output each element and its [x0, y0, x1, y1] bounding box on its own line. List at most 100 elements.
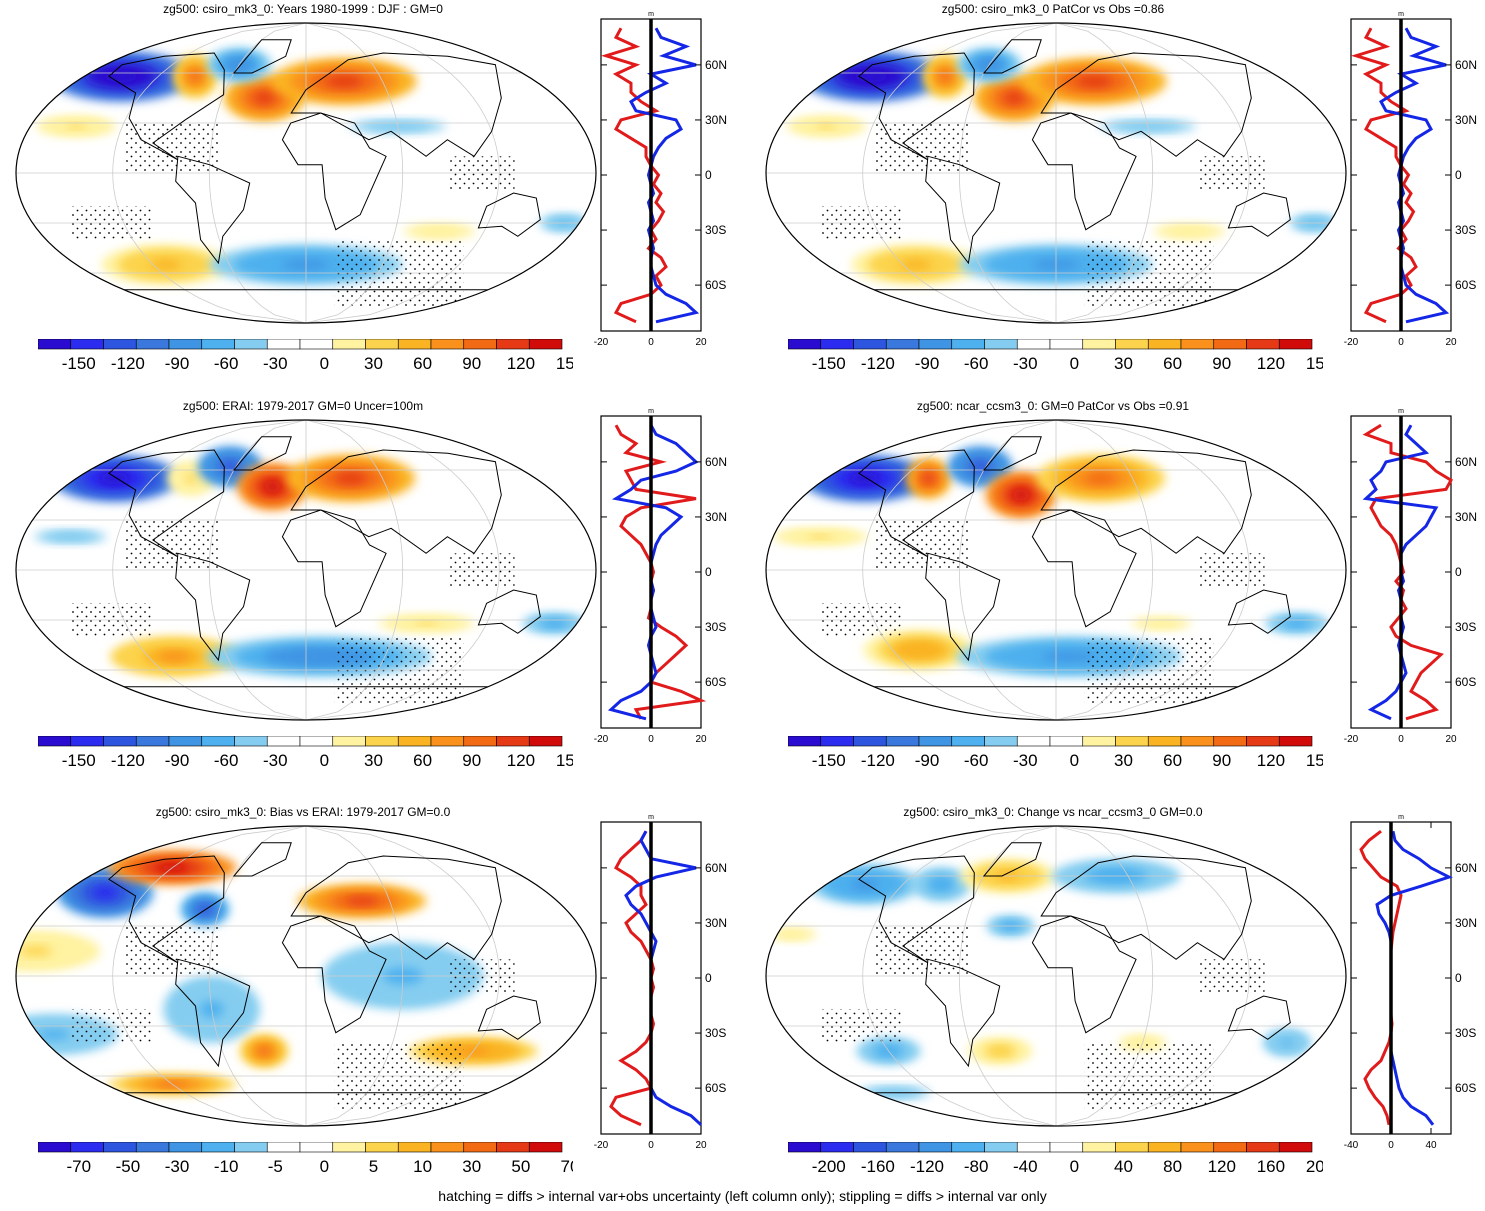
coastline-3: [1031, 112, 1137, 231]
panel-title: zg500: csiro_mk3_0: Years 1980-1999 : DJ…: [163, 2, 443, 16]
gridline-lon: [305, 23, 404, 323]
colorbar-label: 150: [556, 751, 573, 770]
coastline-2: [290, 855, 502, 960]
gridline-lon: [1055, 23, 1154, 323]
colorbar-swatch: [266, 1142, 301, 1153]
colorbar-swatch: [496, 1142, 530, 1153]
colorbar-label: 70: [561, 1157, 573, 1176]
anomaly-contour-3-3: [263, 480, 282, 493]
colorbar-label: 0: [1070, 751, 1079, 770]
colorbar-label: 50: [511, 1157, 530, 1176]
colorbar: -150 -120 -90 -60 -30 0 30 60 90 120 150: [38, 339, 573, 373]
panel-3: zg500: ERAI: 1979-2017 GM=0 Uncer=100m m 6…: [8, 399, 750, 802]
colorbar-swatch: [332, 1142, 366, 1153]
profile-unit: m: [648, 408, 654, 415]
coastline-1: [925, 155, 1001, 265]
colorbar-swatch: [299, 1142, 334, 1153]
anomaly-contour-7-3: [1040, 651, 1098, 662]
colorbar-swatch: [951, 1142, 985, 1153]
lat-tick-label: 30S: [705, 223, 726, 237]
colorbar-swatch: [430, 1142, 465, 1153]
coastline-3: [1031, 915, 1137, 1034]
gridline-lon: [305, 826, 404, 1126]
colorbar-label: -120: [111, 354, 145, 373]
anomaly-contour-8-3: [546, 620, 563, 626]
colorbar-swatch: [853, 339, 887, 350]
colorbar-swatch: [984, 339, 1018, 350]
colorbar-swatch: [1213, 736, 1247, 747]
lat-tick-label: 30N: [1455, 510, 1477, 524]
map-plot: [765, 419, 1347, 721]
x-tick-label: 20: [1445, 734, 1457, 745]
lat-tick-label: 60S: [1455, 1081, 1476, 1095]
colorbar: -70-50-30-10-50510305070: [38, 1142, 573, 1176]
x-tick-label: 0: [648, 734, 654, 745]
colorbar-label: -50: [116, 1157, 141, 1176]
x-tick-label: -20: [1344, 734, 1359, 745]
colorbar-swatch: [1115, 1142, 1149, 1153]
colorbar-swatch: [496, 339, 530, 350]
colorbar-swatch: [332, 339, 366, 350]
coastline-2: [1040, 52, 1252, 157]
zonal-mean-profile: m 60N 30N 0 30S 60S -20 0 20: [594, 814, 727, 1151]
lat-tick-label: 30S: [1455, 1026, 1476, 1040]
colorbar-swatch: [1147, 736, 1182, 747]
x-tick-label: 0: [1398, 337, 1404, 348]
colorbar-swatch: [463, 736, 497, 747]
anomaly-contour-4-3: [334, 472, 367, 485]
colorbar-swatch: [1016, 1142, 1051, 1153]
lat-tick-label: 60S: [1455, 278, 1476, 292]
lat-tick-label: 60N: [705, 861, 727, 875]
anomaly-contour-7-3: [992, 1047, 1009, 1055]
coastline-4: [1227, 192, 1291, 237]
panel-4: zg500: ncar_ccsm3_0: GM=0 PatCor vs Obs …: [758, 399, 1485, 802]
coastline-1: [175, 958, 251, 1068]
coastline-1: [925, 958, 1001, 1068]
colorbar-swatch: [1278, 736, 1313, 747]
profile-unit: m: [648, 11, 654, 18]
colorbar-swatch: [1278, 339, 1313, 350]
colorbar-label: 30: [462, 1157, 481, 1176]
colorbar-label: 90: [462, 354, 481, 373]
colorbar-swatch: [1180, 339, 1215, 350]
colorbar-swatch: [397, 339, 432, 350]
colorbar-swatch: [1049, 736, 1084, 747]
anomaly-contour-9-3: [1151, 621, 1172, 626]
colorbar-swatch: [201, 736, 235, 747]
colorbar-label: -30: [165, 1157, 190, 1176]
colorbar-label: 30: [1114, 354, 1133, 373]
coastline-2: [290, 449, 502, 554]
x-tick-label: 0: [1388, 1140, 1394, 1151]
lat-tick-label: 30S: [1455, 620, 1476, 634]
map-outline: [15, 825, 597, 1127]
anomaly-contour-5-3: [58, 534, 83, 539]
colorbar-swatch: [70, 339, 104, 350]
colorbar-swatch: [1115, 736, 1149, 747]
panel-title: zg500: ncar_ccsm3_0: GM=0 PatCor vs Obs …: [916, 399, 1190, 413]
anomaly-contour-4-3: [784, 932, 801, 937]
lat-tick-label: 0: [1455, 971, 1462, 985]
coastline-0: [858, 52, 975, 161]
anomaly-contour-4-3: [19, 946, 53, 956]
stippling-region-0: [873, 520, 971, 570]
profile-line-red: [1359, 830, 1403, 1126]
colorbar-label: -10: [214, 1157, 239, 1176]
colorbar-swatch: [1082, 339, 1116, 350]
colorbar-swatch: [430, 339, 465, 350]
colorbar-swatch: [135, 736, 170, 747]
colorbar-swatch: [918, 1142, 953, 1153]
colorbar-label: 120: [507, 751, 535, 770]
anomaly-contour-9-3: [414, 621, 439, 626]
coastline-0: [858, 855, 975, 964]
colorbar-swatch: [38, 736, 72, 747]
lat-tick-label: 60N: [1455, 455, 1477, 469]
panel-title: zg500: csiro_mk3_0 PatCor vs Obs =0.86: [941, 2, 1165, 16]
colorbar: -150 -120 -90 -60 -30 0 30 60 90 120 150: [788, 339, 1323, 373]
colorbar-label: -120: [861, 751, 895, 770]
map-outline: [765, 825, 1347, 1127]
colorbar-label: 60: [1163, 354, 1182, 373]
gridline-lon: [112, 826, 307, 1126]
colorbar-label: -30: [263, 354, 288, 373]
colorbar-label: 60: [413, 751, 432, 770]
colorbar-label: -120: [861, 354, 895, 373]
